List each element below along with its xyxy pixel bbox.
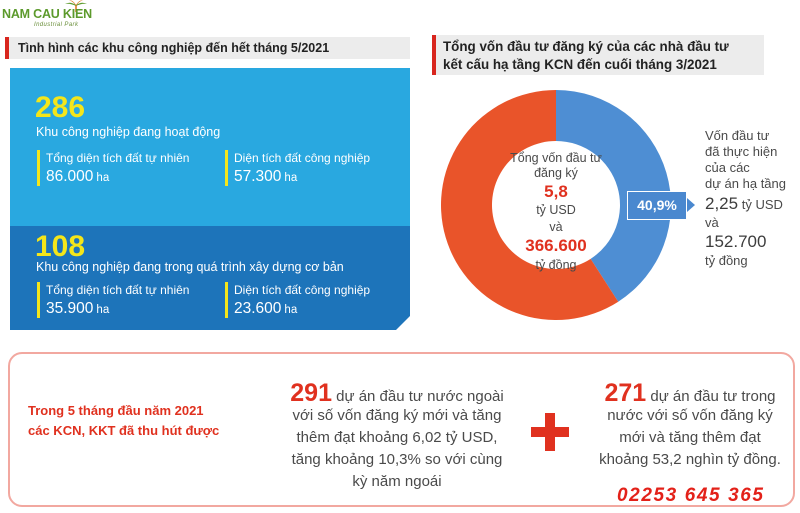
center-usd-unit: tỷ USD: [536, 203, 576, 217]
yellow-bar: [37, 282, 40, 318]
chart-title-line-1: Tổng vốn đầu tư đăng ký của các nhà đầu …: [443, 39, 729, 54]
industrial-area-number: 23.600: [234, 300, 282, 317]
side-usd-value: 2,25: [705, 194, 739, 213]
yellow-bar: [37, 150, 40, 186]
operating-label: Khu công nghiệp đang hoạt động: [36, 125, 221, 139]
area-unit: ha: [284, 304, 298, 316]
industrial-parks-stats: 286 Khu công nghiệp đang hoạt động Tổng …: [10, 68, 410, 330]
side-vnd-unit: tỷ đồng: [705, 253, 748, 268]
domestic-text: dự án đầu tư trong: [650, 388, 776, 405]
industrial-area-value: 57.300 ha: [234, 168, 297, 186]
construction-parks-panel: 108 Khu công nghiệp đang trong quá trình…: [10, 226, 410, 330]
industrial-area-label: Diện tích đất công nghiệp: [234, 283, 371, 297]
plus-icon: [545, 413, 555, 451]
yellow-bar: [225, 150, 228, 186]
center-text-line-1: Tổng vốn đầu tư: [510, 151, 602, 165]
side-text-line-1: Vốn đầu tư: [705, 128, 770, 143]
domestic-line-2: nước với số vốn đăng ký: [607, 407, 773, 424]
logo: NAM CAU KIEN Industrial Park: [2, 0, 98, 32]
area-unit: ha: [96, 304, 110, 316]
industrial-area-label: Diện tích đất công nghiệp: [234, 151, 371, 165]
domestic-line-4: khoảng 53,2 nghìn tỷ đồng.: [599, 451, 781, 468]
natural-area-number: 35.900: [46, 300, 94, 317]
summary-panel: [8, 352, 795, 507]
foreign-line-5: kỳ năm ngoái: [352, 473, 442, 490]
side-text-line-4: dự án hạ tầng: [705, 176, 786, 191]
domestic-line-1: 271 dự án đầu tư trong: [590, 379, 790, 408]
header-marker: [5, 37, 9, 59]
area-unit: ha: [96, 172, 110, 184]
donut-chart: [441, 90, 671, 320]
side-text-line-3: của các: [705, 160, 750, 175]
header-marker: [432, 35, 436, 75]
natural-area-value: 35.900 ha: [46, 300, 109, 318]
side-usd: 2,25 tỷ USD: [705, 194, 783, 214]
natural-area-number: 86.000: [46, 168, 94, 185]
side-usd-unit: tỷ USD: [741, 197, 783, 212]
investment-header: Tổng vốn đầu tư đăng ký của các nhà đầu …: [432, 35, 764, 75]
foreign-line-3: thêm đạt khoảng 6,02 tỷ USD,: [296, 429, 498, 446]
foreign-line-2: với số vốn đăng ký mới và tăng: [292, 407, 502, 424]
side-and: và: [705, 215, 719, 230]
slice-percent-label: 40,9%: [627, 191, 695, 220]
logo-brand: NAM CAU KIEN: [2, 7, 92, 21]
foreign-project-count: 291: [290, 379, 332, 407]
tree-icon: [65, 0, 87, 12]
construction-label: Khu công nghiệp đang trong quá trình xây…: [36, 260, 344, 274]
foreign-text: dự án đầu tư nước ngoài: [336, 388, 504, 405]
summary-intro-line-1: Trong 5 tháng đầu năm 2021: [28, 403, 204, 418]
logo-tagline: Industrial Park: [34, 22, 79, 28]
construction-count: 108: [35, 230, 86, 263]
natural-area-label: Tổng diện tích đất tự nhiên: [46, 283, 190, 297]
industrial-parks-header: Tình hình các khu công nghiệp đến hết th…: [5, 37, 410, 59]
domestic-line-3: mới và tăng thêm đạt: [619, 429, 761, 446]
center-text-line-2: đăng ký: [534, 166, 578, 180]
foreign-line-4: tăng khoảng 10,3% so với cùng: [291, 451, 503, 468]
side-vnd-number: 152.700: [705, 232, 767, 251]
industrial-parks-title: Tình hình các khu công nghiệp đến hết th…: [18, 41, 330, 55]
side-text-line-2: đã thực hiện: [705, 144, 778, 159]
donut-slice-2: [441, 90, 619, 320]
area-unit: ha: [284, 172, 298, 184]
phone-number: 02253 645 365: [617, 485, 765, 506]
side-vnd-value: 152.700: [705, 232, 766, 252]
center-and: và: [549, 220, 563, 234]
operating-parks-panel: 286 Khu công nghiệp đang hoạt động Tổng …: [10, 68, 410, 226]
industrial-area-number: 57.300: [234, 168, 282, 185]
chart-title-line-2: kết cấu hạ tầng KCN đến cuối tháng 3/202…: [443, 57, 717, 72]
industrial-area-value: 23.600 ha: [234, 300, 297, 318]
center-usd-value: 5,8: [544, 182, 568, 201]
domestic-project-count: 271: [604, 379, 647, 407]
natural-area-label: Tổng diện tích đất tự nhiên: [46, 151, 190, 165]
center-vnd-value: 366.600: [525, 236, 587, 255]
center-vnd-unit: tỷ đồng: [535, 258, 577, 272]
natural-area-value: 86.000 ha: [46, 168, 109, 186]
foreign-line-1: 291 dự án đầu tư nước ngoài: [268, 379, 526, 408]
donut-slice-1: [556, 90, 671, 302]
summary-intro-line-2: các KCN, KKT đã thu hút được: [28, 423, 220, 438]
yellow-bar: [225, 282, 228, 318]
operating-count: 286: [35, 91, 86, 124]
